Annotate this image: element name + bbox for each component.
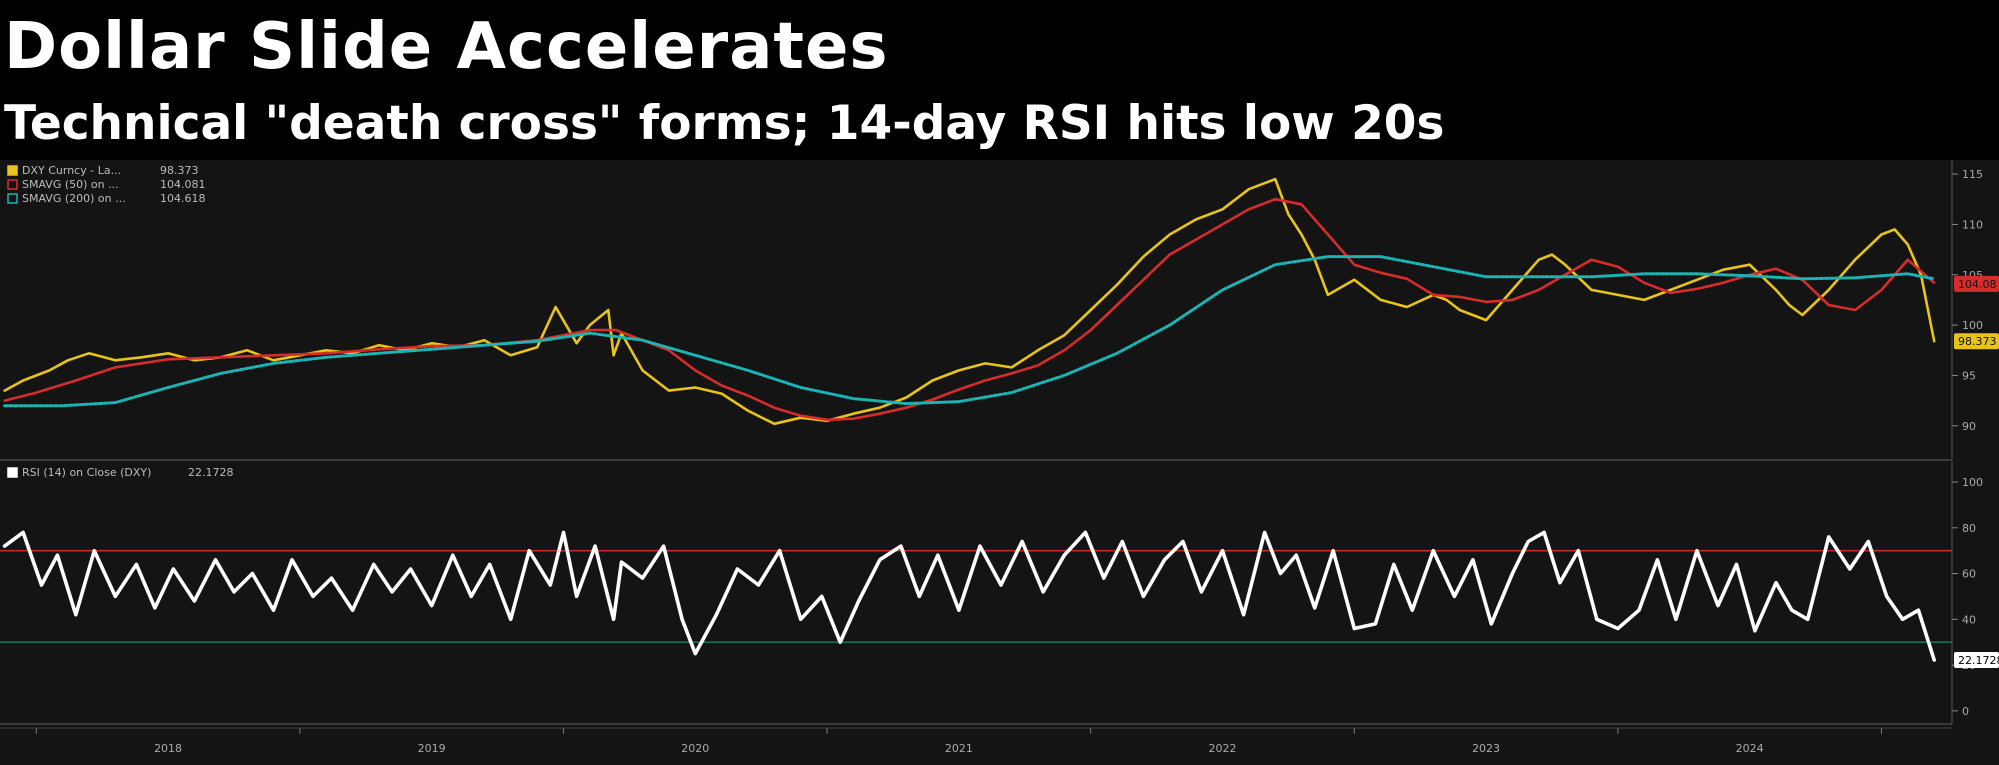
price-series-line-0 <box>3 177 1936 426</box>
rsi-y-tick-label: 40 <box>1962 613 1976 626</box>
chart-background <box>0 160 1999 765</box>
rsi-legend-label: RSI (14) on Close (DXY) <box>22 466 151 479</box>
price-legend-swatch <box>7 179 18 190</box>
price-legend-swatch <box>7 193 18 204</box>
x-tick-label: 2020 <box>681 742 709 755</box>
rsi-legend-value: 22.1728 <box>188 466 234 479</box>
x-tick-label: 2022 <box>1208 742 1236 755</box>
rsi-last-value-label: 22.1728 <box>1958 654 1999 667</box>
price-y-tick-label: 95 <box>1962 369 1976 382</box>
rsi-y-tick-label: 80 <box>1962 522 1976 535</box>
price-y-tick-label: 110 <box>1962 218 1983 231</box>
x-tick-label: 2019 <box>418 742 446 755</box>
price-legend-swatch-fill <box>8 166 17 175</box>
chart-subtitle: Technical "death cross" forms; 14-day RS… <box>4 96 1445 151</box>
price-legend-label: DXY Curncy - La... <box>22 164 121 177</box>
price-last-value-tag <box>1954 333 1999 350</box>
rsi-legend-swatch-fill <box>8 468 17 477</box>
x-tick-label: 2021 <box>945 742 973 755</box>
price-y-tick-label: 90 <box>1962 420 1976 433</box>
rsi-series-line-0 <box>2 530 1936 662</box>
rsi-y-tick-label: 60 <box>1962 568 1976 581</box>
price-legend-label: SMAVG (200) on ... <box>22 192 126 205</box>
price-legend-label: SMAVG (50) on ... <box>22 178 119 191</box>
price-last-value-label: 98.373 <box>1958 335 1997 348</box>
price-legend-value: 104.618 <box>160 192 206 205</box>
rsi-y-tick-label: 0 <box>1962 705 1969 718</box>
price-legend-value: 98.373 <box>160 164 199 177</box>
x-axis: 20182019202020212022202320242025 <box>0 727 1952 755</box>
price-legend-value: 104.081 <box>160 178 206 191</box>
price-series-line-2 <box>3 255 1936 408</box>
x-tick-label: 2018 <box>154 742 182 755</box>
price-last-value-tag <box>1954 275 1999 292</box>
rsi-y-tick-label: 100 <box>1962 476 1983 489</box>
x-tick-label: 2023 <box>1472 742 1500 755</box>
price-last-value-label: 104.08 <box>1958 278 1997 291</box>
chart-title: Dollar Slide Accelerates <box>4 10 889 84</box>
price-y-tick-label: 100 <box>1962 319 1983 332</box>
rsi-panel: 020406080100RSI (14) on Close (DXY)22.17… <box>0 462 1999 725</box>
price-y-tick-label: 115 <box>1962 168 1983 181</box>
x-tick-label: 2024 <box>1736 742 1764 755</box>
rsi-last-value-tag <box>1954 652 1999 669</box>
title-block: Dollar Slide Accelerates Technical "deat… <box>0 0 1999 160</box>
